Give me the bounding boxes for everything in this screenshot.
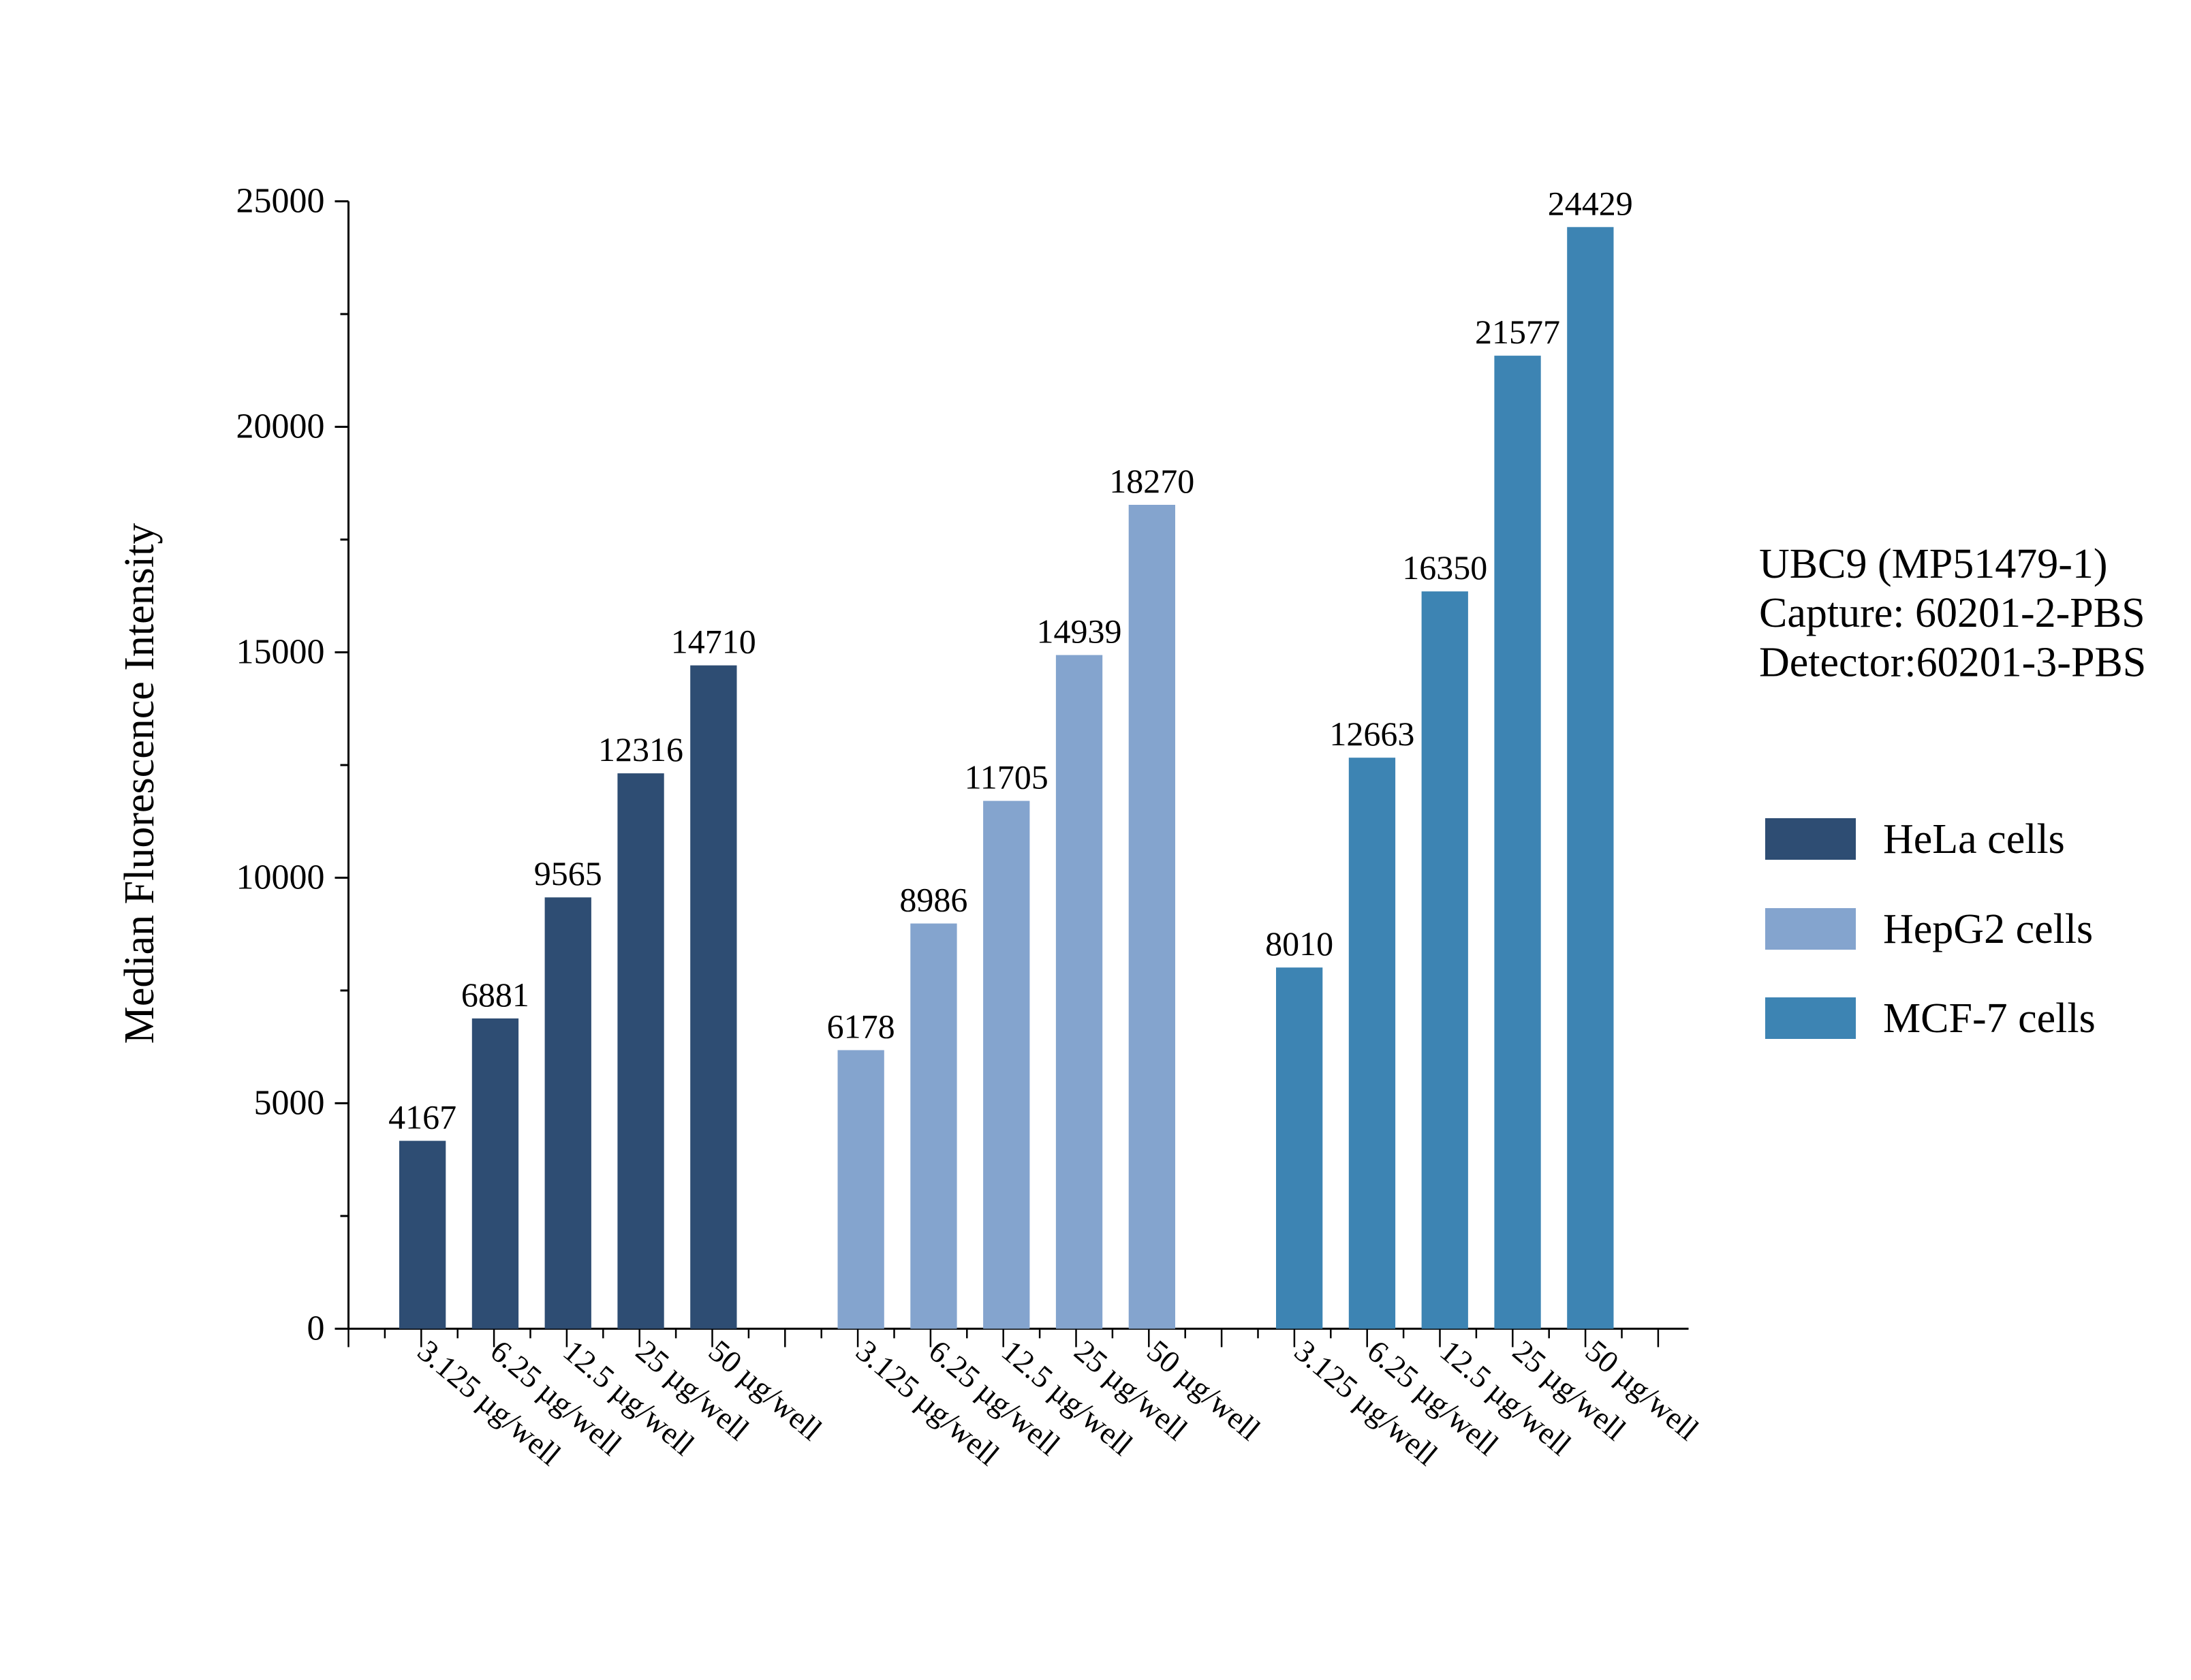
svg-text:MCF-7 cells: MCF-7 cells (1883, 995, 2096, 1042)
svg-text:Median Fluorescence Intensity: Median Fluorescence Intensity (116, 523, 163, 1044)
svg-text:Capture: 60201-2-PBS: Capture: 60201-2-PBS (1759, 590, 2145, 636)
svg-text:0: 0 (307, 1309, 325, 1348)
svg-text:6881: 6881 (461, 976, 529, 1014)
svg-text:HeLa cells: HeLa cells (1883, 816, 2065, 862)
svg-text:20000: 20000 (236, 407, 325, 446)
svg-text:10000: 10000 (236, 858, 325, 897)
svg-text:18270: 18270 (1109, 462, 1194, 500)
svg-text:12316: 12316 (598, 730, 683, 768)
svg-text:14939: 14939 (1037, 612, 1122, 651)
svg-text:15000: 15000 (236, 633, 325, 672)
svg-text:5000: 5000 (254, 1083, 325, 1122)
svg-text:24429: 24429 (1548, 184, 1633, 222)
svg-text:4167: 4167 (388, 1098, 456, 1136)
svg-text:Detector:60201-3-PBS: Detector:60201-3-PBS (1759, 639, 2146, 685)
svg-text:12663: 12663 (1329, 715, 1414, 753)
svg-text:14710: 14710 (671, 623, 756, 661)
svg-text:HepG2 cells: HepG2 cells (1883, 906, 2093, 952)
svg-text:UBC9 (MP51479-1): UBC9 (MP51479-1) (1759, 541, 2108, 587)
svg-text:25000: 25000 (236, 182, 325, 221)
svg-text:8010: 8010 (1265, 924, 1333, 963)
svg-text:16350: 16350 (1402, 548, 1487, 587)
svg-text:8986: 8986 (899, 881, 967, 919)
svg-text:11705: 11705 (965, 758, 1048, 796)
svg-text:21577: 21577 (1475, 313, 1560, 351)
svg-text:9565: 9565 (534, 854, 602, 892)
svg-text:6178: 6178 (827, 1007, 895, 1045)
